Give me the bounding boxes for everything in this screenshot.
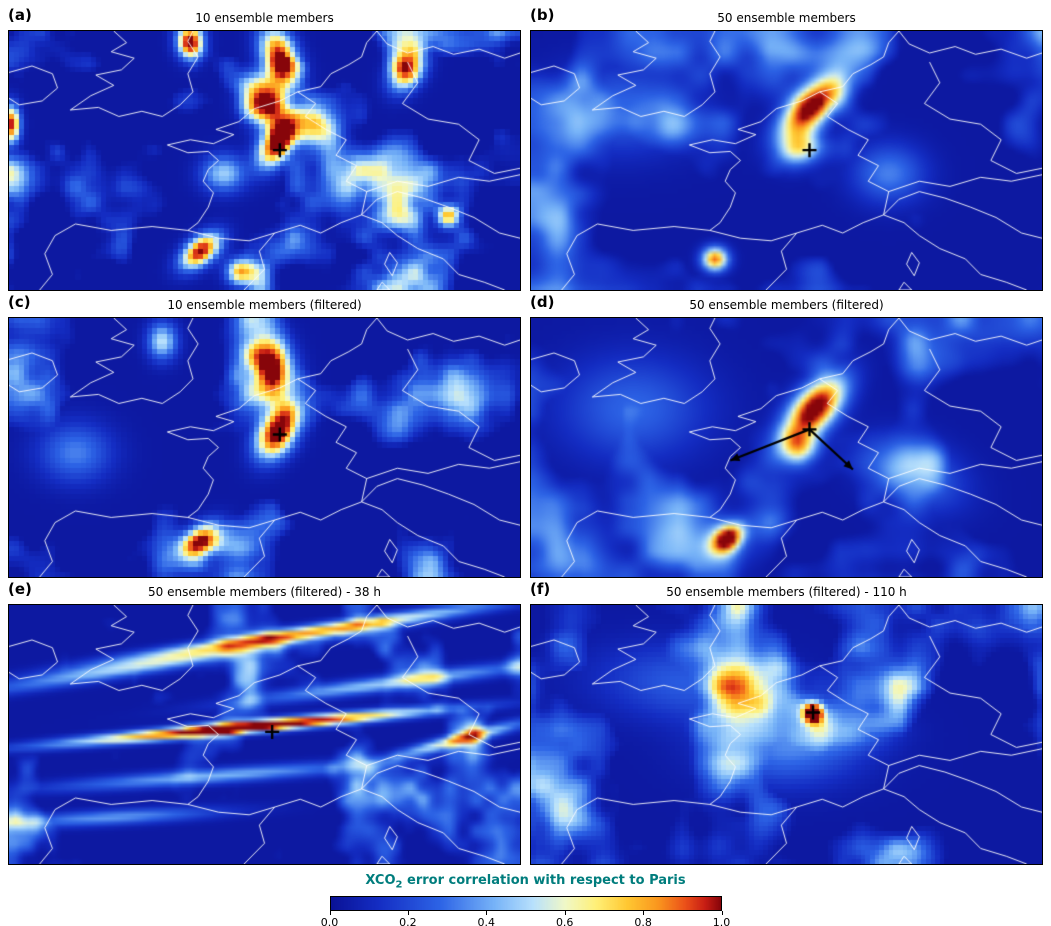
colorbar-section: XCO2 error correlation with respect to P…: [296, 873, 756, 926]
panel-f-title: 50 ensemble members (filtered) - 110 h: [666, 585, 907, 599]
panel-c-label: (c): [8, 293, 31, 311]
panel-d: (d) 50 ensemble members (filtered): [530, 291, 1043, 578]
panel-c-header: (c) 10 ensemble members (filtered): [8, 291, 521, 317]
heatmap-canvas-e: [8, 604, 521, 865]
colorbar-tick: [486, 910, 488, 915]
colorbar-tick-label: 0.8: [634, 915, 652, 926]
panel-e-title: 50 ensemble members (filtered) - 38 h: [148, 585, 381, 599]
panel-b-title: 50 ensemble members: [717, 11, 856, 25]
panel-b-label: (b): [530, 6, 555, 24]
panel-f: (f) 50 ensemble members (filtered) - 110…: [530, 578, 1043, 865]
colorbar-tick-label: 1.0: [712, 915, 731, 926]
colorbar-tick-label: 0.4: [477, 915, 496, 926]
colorbar-tick-label: 0.6: [555, 915, 574, 926]
panel-c-title: 10 ensemble members (filtered): [167, 298, 362, 312]
colorbar-title: XCO2 error correlation with respect to P…: [296, 873, 756, 892]
panel-a: (a) 10 ensemble members: [8, 4, 521, 291]
panel-e: (e) 50 ensemble members (filtered) - 38 …: [8, 578, 521, 865]
heatmap-canvas-f: [530, 604, 1043, 865]
panel-c: (c) 10 ensemble members (filtered): [8, 291, 521, 578]
colorbar-title-suffix: error correlation with respect to Paris: [402, 873, 686, 888]
panel-a-header: (a) 10 ensemble members: [8, 4, 521, 30]
heatmap-canvas-b: [530, 30, 1043, 291]
colorbar-gradient: [329, 895, 722, 911]
heatmap-canvas-d: [530, 317, 1043, 578]
panel-e-label: (e): [8, 580, 32, 598]
colorbar-tick: [564, 910, 566, 915]
panel-b: (b) 50 ensemble members: [530, 4, 1043, 291]
panel-f-header: (f) 50 ensemble members (filtered) - 110…: [530, 578, 1043, 604]
panel-d-label: (d): [530, 293, 555, 311]
panel-f-label: (f): [530, 580, 551, 598]
panel-d-title: 50 ensemble members (filtered): [689, 298, 884, 312]
colorbar-tick: [643, 910, 645, 915]
colorbar-tick: [329, 910, 331, 915]
panel-b-header: (b) 50 ensemble members: [530, 4, 1043, 30]
panel-a-label: (a): [8, 6, 32, 24]
colorbar-tick: [721, 910, 723, 915]
colorbar-tick-label: 0.0: [320, 915, 339, 926]
heatmap-canvas-c: [8, 317, 521, 578]
panel-grid: (a) 10 ensemble members (b) 50 ensemble …: [8, 4, 1043, 865]
panel-e-header: (e) 50 ensemble members (filtered) - 38 …: [8, 578, 521, 604]
panel-a-title: 10 ensemble members: [195, 11, 334, 25]
colorbar-tick-label: 0.2: [399, 915, 417, 926]
panel-d-header: (d) 50 ensemble members (filtered): [530, 291, 1043, 317]
colorbar-area: 0.0 0.2 0.4 0.6 0.8 1.0: [321, 895, 730, 926]
colorbar-title-prefix: XCO: [365, 873, 396, 888]
colorbar-title-subscript: 2: [395, 879, 403, 891]
colorbar-tick: [407, 910, 409, 915]
heatmap-canvas-a: [8, 30, 521, 291]
